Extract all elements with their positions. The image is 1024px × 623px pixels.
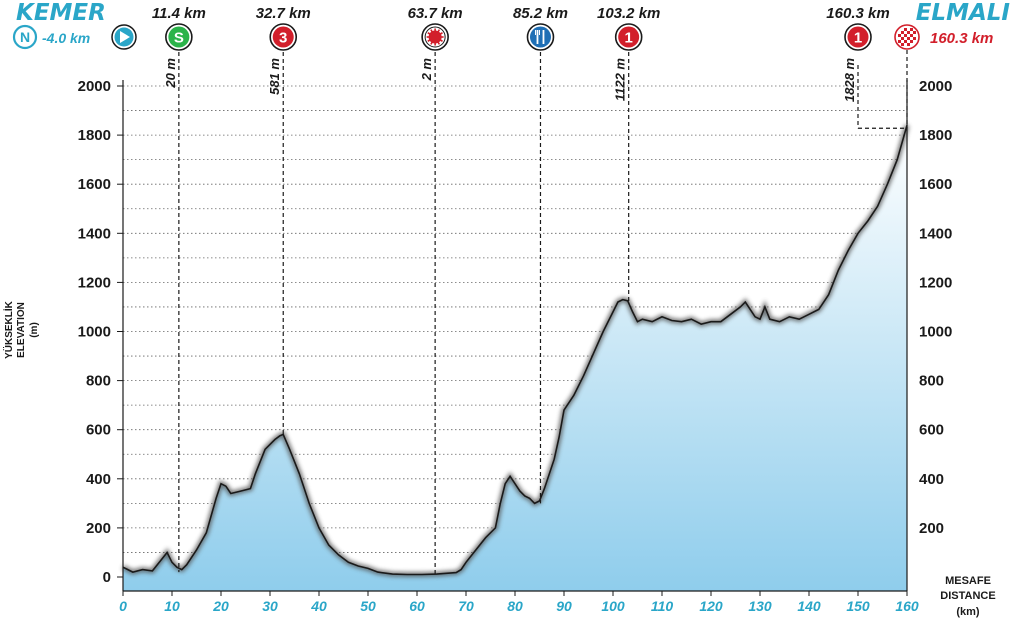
y-tick-label: 1000 xyxy=(78,324,111,341)
climb-cat-3-icon: 3 xyxy=(269,23,298,51)
x-tick-label: 20 xyxy=(212,598,229,614)
y-axis-unit: (m) xyxy=(29,322,40,338)
marker-badge-label: 3 xyxy=(279,30,287,47)
x-tick-label: 100 xyxy=(601,598,625,614)
x-tick-label: 40 xyxy=(310,598,327,614)
marker-km-label: 32.7 km xyxy=(256,5,311,22)
marker-altitude-label: 2 m xyxy=(419,58,434,82)
x-tick-label: 140 xyxy=(797,598,821,614)
marker-badge-label: S xyxy=(174,30,184,47)
finish-city: ELMALI xyxy=(916,0,1011,26)
y-tick-label-right: 1400 xyxy=(919,225,952,242)
y-tick-label-right: 400 xyxy=(919,471,944,488)
y-tick-labels-right: 200 400 600 800 1000 1200 1400 1600 1800 2000 xyxy=(919,78,952,537)
neutral-badge: N xyxy=(12,24,38,50)
x-tick-label: 70 xyxy=(458,598,474,614)
y-axis-title-en: ELEVATION xyxy=(16,302,27,358)
neutral-badge-label: N xyxy=(20,29,30,45)
marker-km-label: 160.3 km xyxy=(826,5,889,22)
x-tick-label: 160 xyxy=(895,598,919,614)
finish-distance: 160.3 km xyxy=(930,30,993,47)
y-tick-label: 0 xyxy=(103,569,111,586)
x-axis-title-tr: MESAFE xyxy=(945,575,991,587)
x-axis-title-en: DISTANCE xyxy=(940,590,995,602)
x-tick-label: 60 xyxy=(409,598,425,614)
y-tick-label: 1800 xyxy=(78,127,111,144)
x-tick-label: 30 xyxy=(262,598,278,614)
marker-badge-label: 1 xyxy=(854,30,862,47)
marker-km-label: 63.7 km xyxy=(408,5,463,22)
x-tick-label: 10 xyxy=(164,598,180,614)
x-tick-label: 80 xyxy=(507,598,523,614)
marker-km-label: 85.2 km xyxy=(513,5,568,22)
start-city: KEMER xyxy=(16,0,106,26)
x-axis-unit: (km) xyxy=(956,606,980,618)
marker-km-label: 11.4 km xyxy=(152,5,206,22)
x-tick-label: 50 xyxy=(360,598,376,614)
y-tick-label: 600 xyxy=(86,422,111,439)
x-tick-label: 0 xyxy=(119,598,127,614)
marker-badge-label: 1 xyxy=(625,30,633,47)
y-tick-label: 400 xyxy=(86,471,111,488)
y-tick-label-right: 800 xyxy=(919,373,944,390)
y-tick-label-right: 1800 xyxy=(919,127,952,144)
elevation-area xyxy=(123,125,907,592)
x-tick-label: 90 xyxy=(556,598,572,614)
marker-km-label: 103.2 km xyxy=(597,5,660,22)
marker-altitude-label: 1122 m xyxy=(613,58,628,102)
x-tick-label: 110 xyxy=(651,598,674,614)
y-axis-title: YÜKSEKLİK ELEVATION (m) xyxy=(2,300,40,359)
marker-altitude-label: 1828 m xyxy=(842,58,857,103)
y-tick-label: 2000 xyxy=(78,78,111,95)
y-tick-label: 200 xyxy=(86,520,111,537)
start-offset: -4.0 km xyxy=(42,30,90,46)
y-axis-title-tr: YÜKSEKLİK xyxy=(2,300,15,359)
x-tick-label: 130 xyxy=(748,598,772,614)
feed-zone-icon xyxy=(526,23,555,51)
y-tick-labels-left: 0 200 400 600 800 1000 1200 1400 1600 1800 2000 xyxy=(78,78,123,586)
x-tick-label: 120 xyxy=(699,598,723,614)
start-icon xyxy=(111,24,137,50)
y-tick-label-right: 1600 xyxy=(919,176,952,193)
y-tick-label-right: 200 xyxy=(919,520,944,537)
x-tick-labels: 0 10 20 30 40 50 60 70 80 90 100 110 120 130 140 150 160 xyxy=(119,591,919,614)
finish-flag-icon xyxy=(894,24,920,50)
y-tick-label: 1400 xyxy=(78,225,111,242)
marker-altitude-label: 581 m xyxy=(267,58,282,95)
elevation-line xyxy=(122,125,908,576)
y-tick-label: 800 xyxy=(86,373,111,390)
y-tick-label-right: 2000 xyxy=(919,78,952,95)
climb-cat-1-icon: 1 xyxy=(614,23,643,51)
y-tick-label: 1600 xyxy=(78,176,111,193)
x-tick-label: 150 xyxy=(846,598,870,614)
sprint-icon: S xyxy=(165,23,193,51)
y-tick-label-right: 600 xyxy=(919,422,944,439)
marker-altitude-label: 20 m xyxy=(163,58,178,89)
climb-cat-1-icon: 1 xyxy=(844,23,872,51)
marker-heads: 20 m 11.4 km S 581 m 32.7 km 3 2 m 63.7 km 85.2 … xyxy=(152,5,890,102)
y-tick-label-right: 1000 xyxy=(919,324,952,341)
bonus-icon xyxy=(421,23,449,51)
y-tick-label-right: 1200 xyxy=(919,274,952,291)
y-tick-label: 1200 xyxy=(78,274,111,291)
